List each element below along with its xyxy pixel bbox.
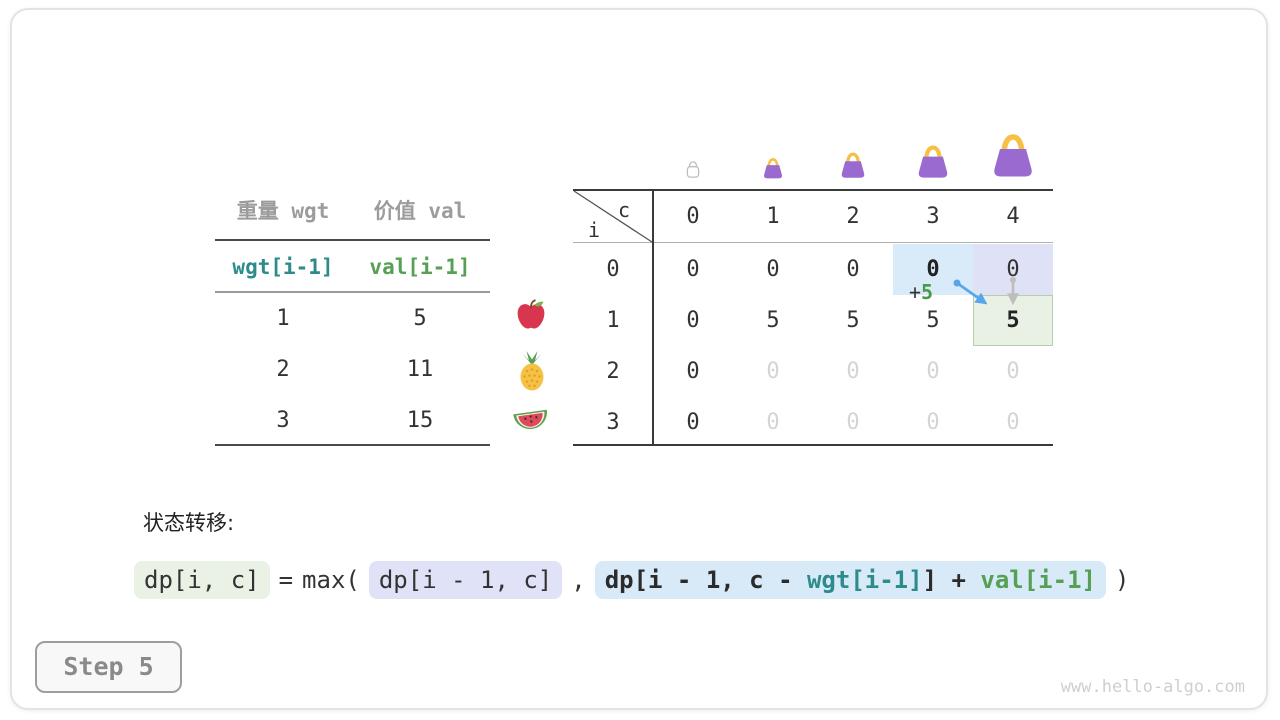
items-rule-mid [215, 291, 490, 293]
formula-arg2-wgt: wgt[i-1] [806, 566, 923, 594]
dp-cell-pending: 0 [926, 359, 940, 384]
dp-cell-pending: 0 [926, 410, 940, 435]
bag-size-3-icon [918, 145, 948, 178]
formula-close-paren: ) [1114, 566, 1130, 594]
bag-size-1-icon [764, 158, 782, 179]
dp-cell: 5 [926, 308, 940, 333]
item-row-value: 15 [406, 408, 434, 433]
dp-cell-pending: 0 [766, 410, 780, 435]
dp-col-header: 3 [926, 204, 940, 229]
items-header-value: 价值 val [373, 199, 467, 223]
dp-cell: 0 [686, 410, 700, 435]
item-row-value: 11 [406, 357, 434, 382]
corner-col-var: c [618, 198, 631, 222]
dp-row-header: 0 [606, 257, 620, 282]
dp-cell: 5 [766, 308, 780, 333]
dp-rule-header [573, 242, 1053, 243]
dp-cell: 0 [686, 308, 700, 333]
watermelon-icon [513, 409, 547, 430]
dp-cell: 0 [846, 257, 860, 282]
apple-icon [517, 299, 545, 329]
dp-cell-pending: 0 [766, 359, 780, 384]
formula-arg2-prefix: dp[i - 1, c - [604, 566, 807, 594]
dp-cell-source-blue: 0 [926, 257, 940, 282]
formula-equals: = [278, 566, 294, 594]
added-value: 5 [921, 280, 934, 304]
formula-lhs-box: dp[i, c] [134, 561, 270, 599]
dp-cell: 0 [686, 359, 700, 384]
bag-size-4-icon [994, 134, 1032, 177]
bag-size-2-icon [841, 152, 865, 178]
watermark: www.hello-algo.com [1060, 677, 1245, 697]
dp-cell-pending: 0 [846, 359, 860, 384]
step-indicator: Step 5 [35, 641, 182, 693]
corner-row-var: i [588, 218, 601, 242]
item-row-weight: 3 [276, 408, 290, 433]
formula-max-open: max( [302, 566, 360, 594]
item-row-weight: 1 [276, 306, 290, 331]
plus-sign: + [908, 280, 921, 304]
dp-col-header: 2 [846, 204, 860, 229]
dp-cell-pending: 0 [846, 410, 860, 435]
item-row-value: 5 [413, 306, 427, 331]
pineapple-icon [520, 351, 544, 391]
dp-cell-pending: 0 [1006, 359, 1020, 384]
dp-row-header: 1 [606, 308, 620, 333]
dp-col-header: 1 [766, 204, 780, 229]
dp-cell: 0 [766, 257, 780, 282]
dp-cell-current: 5 [1006, 308, 1020, 333]
dp-col-header: 4 [1006, 204, 1020, 229]
items-header-weight: 重量 wgt [236, 199, 330, 223]
items-rule-bottom [215, 444, 490, 446]
formula-comma: , [571, 566, 586, 594]
transition-label: 状态转移: [143, 511, 235, 535]
dp-cell-source-gray: 0 [1006, 257, 1020, 282]
bag-tiny-outline-icon [686, 161, 700, 178]
formula-arg1-box: dp[i - 1, c] [368, 561, 563, 599]
transition-formula: dp[i, c] = max( dp[i - 1, c] , dp[i - 1,… [134, 559, 1129, 601]
dp-rule-bottom [573, 444, 1053, 446]
dp-cell: 0 [686, 257, 700, 282]
formula-arg2-box: dp[i - 1, c - wgt[i-1]] + val[i-1] [594, 561, 1106, 599]
dp-row-header: 2 [606, 359, 620, 384]
dp-col-header: 0 [686, 204, 700, 229]
formula-arg2-mid: ] + [922, 566, 981, 594]
dp-rule-top [573, 189, 1053, 191]
dp-cell: 5 [846, 308, 860, 333]
formula-arg2-val: val[i-1] [980, 566, 1096, 594]
item-row-weight: 2 [276, 357, 290, 382]
dp-cell-pending: 0 [1006, 410, 1020, 435]
dp-row-header: 3 [606, 410, 620, 435]
plus-value-annotation: +5 [898, 282, 944, 302]
items-rule-top [215, 239, 490, 241]
dp-rule-vertical [652, 189, 654, 446]
items-formula-val: val[i-1] [369, 255, 471, 279]
items-formula-wgt: wgt[i-1] [232, 255, 334, 279]
